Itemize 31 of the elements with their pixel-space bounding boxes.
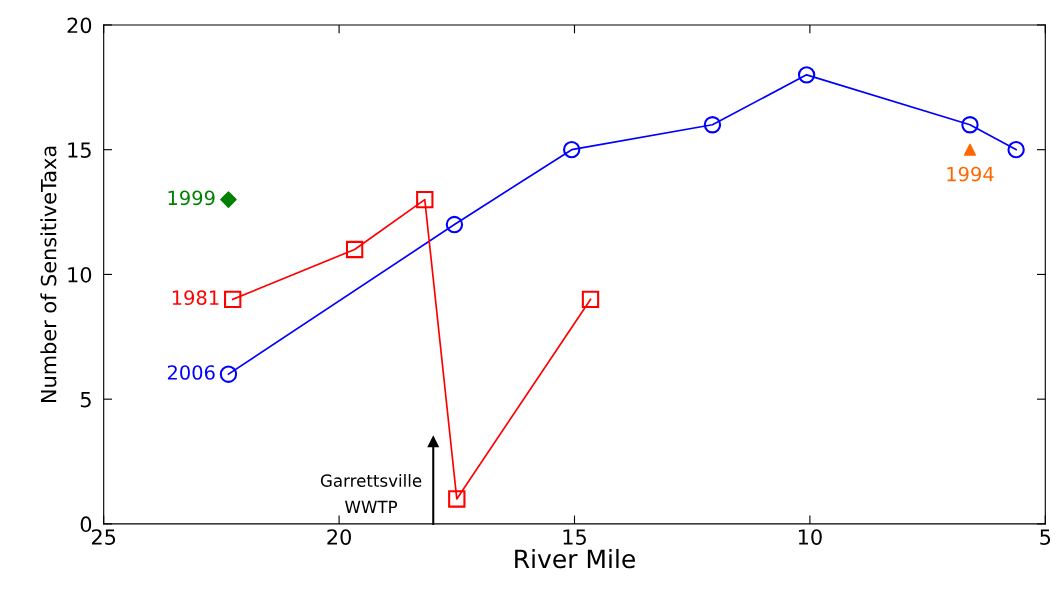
point	[961, 116, 979, 134]
x-tick-label: 5	[1040, 529, 1051, 545]
point	[1007, 141, 1025, 159]
point	[224, 290, 242, 309]
point	[797, 66, 816, 84]
point	[581, 290, 600, 309]
point	[703, 116, 722, 134]
point	[220, 191, 237, 208]
y-tick-label: 10	[68, 266, 92, 283]
y-tick-label: 5	[80, 391, 91, 408]
series-label: 2006	[167, 365, 215, 380]
point	[219, 365, 238, 383]
y-tick-label: 0	[80, 516, 92, 533]
x-tick-label: 10	[798, 529, 822, 545]
point	[963, 143, 977, 156]
point	[416, 190, 434, 209]
series-label: 1999	[168, 190, 215, 206]
point	[448, 490, 466, 508]
x-axis-title: River Mile	[515, 548, 635, 569]
ref-line-label: Garrettsville WWTP	[320, 474, 422, 513]
series-label: 1994	[947, 166, 994, 182]
x-tick-label: 20	[327, 529, 351, 545]
series-label: 1981	[172, 290, 219, 306]
point	[445, 215, 464, 234]
point	[345, 240, 364, 259]
point	[562, 141, 581, 159]
y-tick-label: 15	[68, 142, 91, 158]
x-tick-label: 15	[563, 529, 586, 545]
y-axis-title: Number of SensitiveTaxa	[40, 146, 57, 402]
x-tick-label: 25	[91, 529, 116, 545]
y-tick-label: 20	[67, 17, 92, 34]
